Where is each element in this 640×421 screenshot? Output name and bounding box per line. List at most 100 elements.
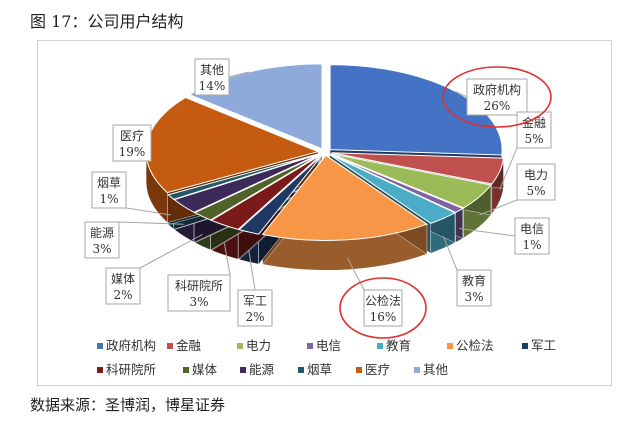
slice-10 [167,153,320,200]
legend-item-2: 电力 [237,338,271,353]
data-label-1: 金融 5% [516,111,552,149]
legend-swatch [414,367,420,373]
label-layer: 政府机构 26% 金融 5% 电力 5% 电信 1% 教育 3% 公检法 16% 军工 2% 科研院所 3% 媒… [84,58,556,327]
data-label-box [363,289,403,327]
data-label-name: 医疗 [120,129,144,143]
legend-swatch [183,367,189,373]
highlight-layer [339,66,552,339]
leader-layer [118,71,518,291]
data-label-percent: 2% [245,310,264,324]
data-label-9: 能源 3% [84,221,120,259]
legend-item-0: 政府机构 [97,338,156,353]
data-label-box [456,269,492,307]
data-label-percent: 5% [524,132,543,146]
slice-4-leader [442,236,458,271]
data-label-box [516,163,556,201]
data-label-7: 科研院所 3% [167,274,231,312]
slice-2-leader [478,199,518,216]
legend-label: 公检法 [456,338,494,353]
data-label-percent: 14% [199,79,226,93]
data-label-percent: 26% [484,99,511,113]
legend-swatch [97,367,103,373]
chart-frame [37,40,612,386]
slice-6-leader [248,249,256,291]
data-label-percent: 16% [370,310,397,324]
legend-item-9: 能源 [240,362,275,377]
data-label-12: 其他 14% [194,58,230,96]
legend-swatch [298,367,304,373]
legend-label: 政府机构 [106,338,156,353]
legend-label: 其他 [423,362,449,377]
data-label-11: 医疗 19% [112,124,152,162]
slice-4 [329,154,457,224]
data-label-percent: 3% [189,295,208,309]
legend-label: 媒体 [192,362,218,377]
data-label-box [112,124,152,162]
highlight-ellipse-0 [442,66,552,128]
slice-2 [330,153,492,209]
legend-item-4: 教育 [377,338,411,353]
data-label-box [91,171,127,209]
data-label-name: 金融 [522,115,546,130]
data-label-box [84,221,120,259]
data-label-name: 教育 [462,273,486,288]
slice-0 [329,64,503,156]
legend-swatch [356,367,362,373]
data-label-10: 烟草 1% [91,171,127,209]
legend-swatch [307,343,313,349]
data-label-percent: 1% [522,238,541,252]
legend-label: 医疗 [365,362,390,377]
legend-item-10: 烟草 [298,362,332,377]
slice-8 [193,154,321,221]
slice-10-leader [125,207,172,216]
legend-item-12: 其他 [414,362,449,377]
legend-swatch [522,343,528,349]
legend-item-5: 公检法 [447,338,494,353]
data-label-8: 媒体 2% [105,267,141,305]
legend-item-3: 电信 [307,338,341,353]
data-label-0: 政府机构 26% [466,78,528,116]
data-label-box [194,58,230,96]
data-label-box [466,78,528,116]
legend-swatch [377,343,383,349]
data-label-2: 电力 5% [516,163,556,201]
data-label-box [237,289,273,327]
data-label-name: 电信 [520,222,544,236]
data-label-name: 烟草 [97,176,121,190]
legend-item-8: 媒体 [183,362,218,377]
data-label-name: 科研院所 [175,279,223,293]
data-label-name: 电力 [524,168,548,182]
data-label-percent: 5% [526,184,545,198]
data-label-percent: 1% [99,192,118,206]
pie-layer [145,63,505,271]
figure-title: 图 17：公司用户结构 [30,12,184,31]
legend-label: 教育 [386,338,411,353]
legend-swatch [240,367,246,373]
slice-8-leader [139,234,203,269]
data-label-percent: 3% [92,242,111,256]
slice-9-leader [118,221,184,225]
slice-1 [331,152,505,185]
legend-item-6: 军工 [522,338,556,353]
slice-3 [330,153,464,214]
legend-item-11: 医疗 [356,362,390,377]
legend-swatch [167,343,173,349]
legend-label: 烟草 [307,362,332,377]
slice-5 [261,154,429,241]
slice-3-leader [459,228,516,237]
legend-swatch [97,343,103,349]
data-label-name: 军工 [243,294,267,308]
slice-7 [210,154,322,230]
data-label-5: 公检法 16% [363,289,403,327]
data-label-box [514,217,550,255]
legend-label: 军工 [531,338,556,353]
legend-item-7: 科研院所 [97,362,156,377]
data-label-box [167,274,231,312]
data-label-4: 教育 3% [456,269,492,307]
data-label-box [105,267,141,305]
data-label-name: 媒体 [111,272,135,286]
data-label-percent: 3% [464,290,483,304]
legend-swatch [447,343,453,349]
